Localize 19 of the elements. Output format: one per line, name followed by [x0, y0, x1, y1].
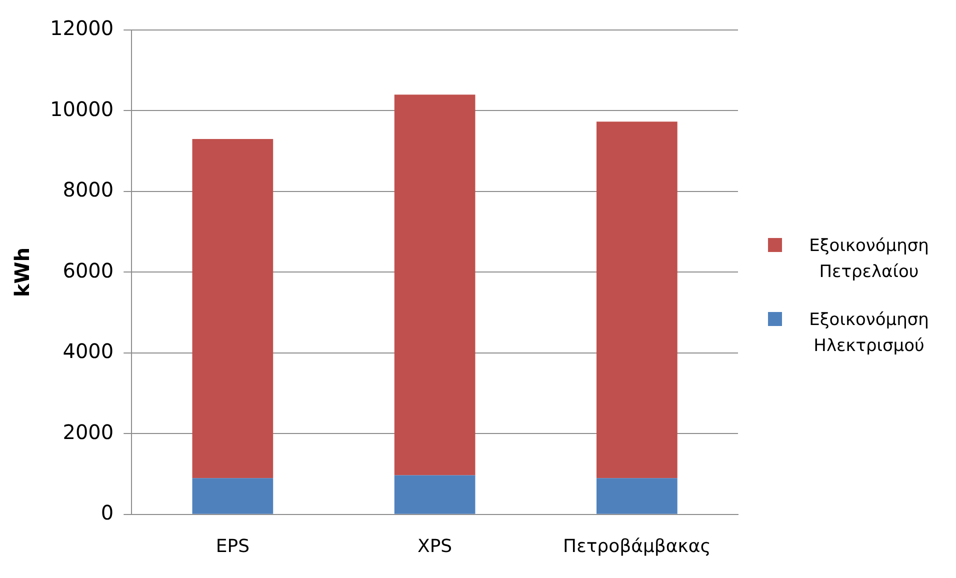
bar — [192, 138, 274, 478]
y-axis-title: kWh — [10, 247, 34, 298]
x-tick-label: XPS — [418, 536, 452, 557]
y-tick-label: 0 — [100, 500, 114, 525]
y-tick-label: 6000 — [62, 258, 114, 282]
bar — [596, 478, 678, 514]
bar — [192, 478, 274, 514]
legend-label: Εξοικονόμηση Πετρελαίου — [808, 235, 930, 284]
y-tick-label: 2000 — [62, 420, 114, 444]
y-tick-label: 10000 — [50, 96, 114, 121]
y-tick-label: 4000 — [62, 339, 114, 364]
bar — [596, 122, 678, 478]
bar — [394, 475, 476, 514]
y-tick-label: 8000 — [62, 178, 114, 202]
y-tick-label: 12000 — [50, 16, 114, 40]
bar — [394, 94, 476, 476]
x-tick-label: Πετροβάμβακας — [563, 536, 711, 557]
x-tick-label: EPS — [216, 536, 250, 557]
legend-label: Εξοικονόμηση Ηλεκτρισμού — [808, 309, 930, 358]
